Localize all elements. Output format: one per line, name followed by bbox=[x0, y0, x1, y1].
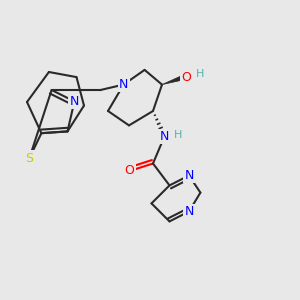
Polygon shape bbox=[162, 75, 184, 85]
Text: S: S bbox=[26, 152, 33, 165]
Text: N: N bbox=[119, 78, 128, 91]
Text: N: N bbox=[184, 169, 194, 182]
Text: N: N bbox=[70, 95, 79, 108]
Text: H: H bbox=[196, 69, 204, 80]
Text: N: N bbox=[184, 205, 194, 218]
Text: N: N bbox=[160, 130, 169, 143]
Text: O: O bbox=[125, 164, 134, 178]
Text: H: H bbox=[174, 130, 182, 140]
Text: O: O bbox=[182, 71, 191, 84]
